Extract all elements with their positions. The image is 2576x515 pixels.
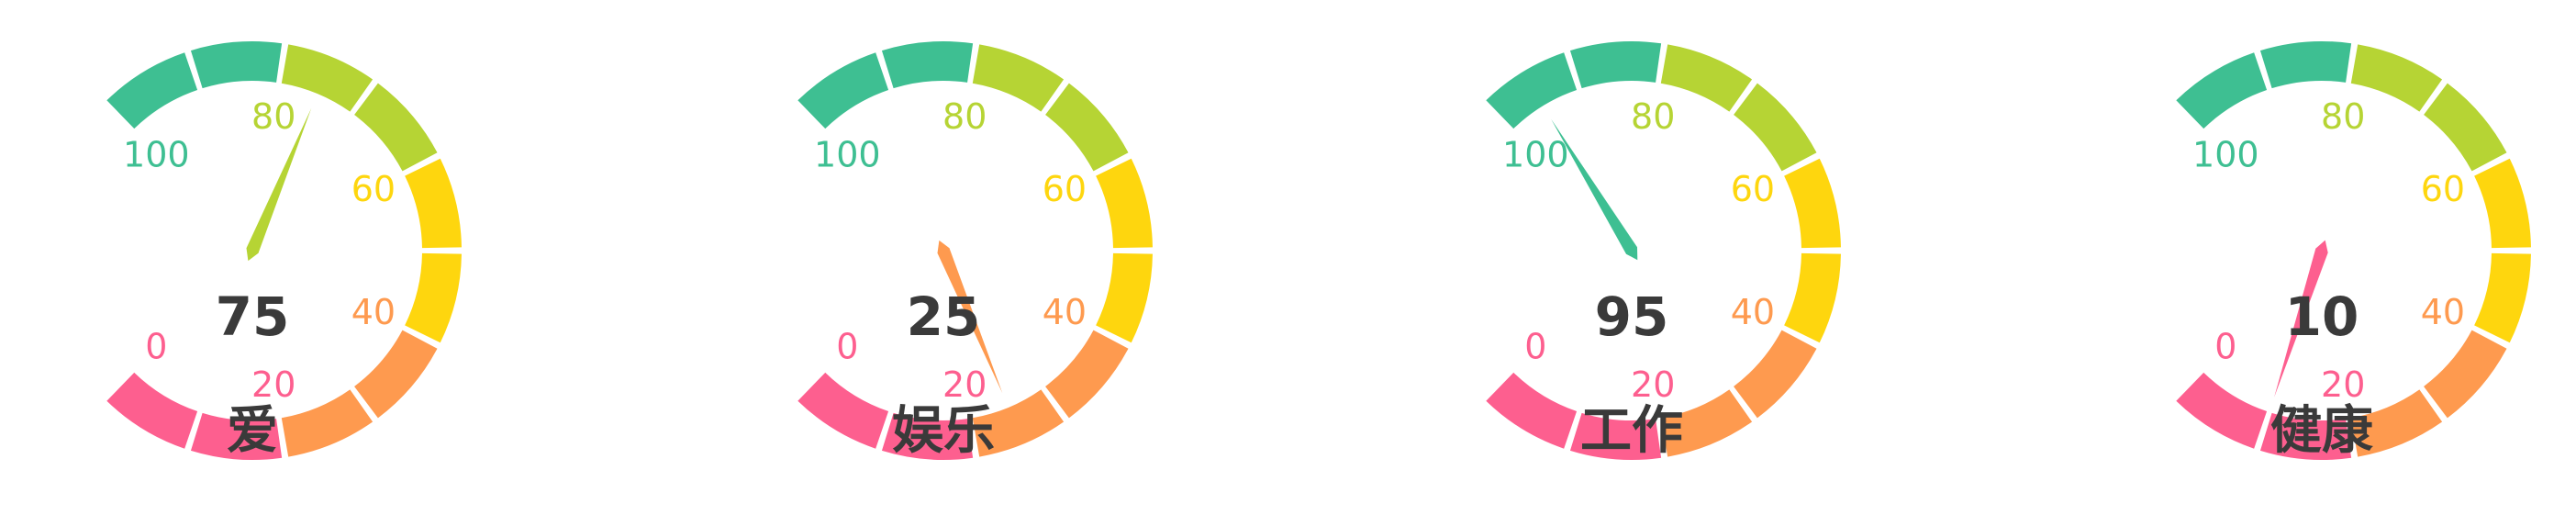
gauge-band-segment xyxy=(2474,158,2531,249)
gauge-band-segment xyxy=(106,372,198,449)
gauge-needle xyxy=(2274,240,2328,397)
gauge-band-segment xyxy=(797,52,889,129)
gauge-band-segment xyxy=(797,372,889,449)
gauge-tick-label: 20 xyxy=(942,364,987,405)
gauge-1: 0 20 40 60 80 100 75 爱 xyxy=(106,40,462,461)
gauge-tick-label: 20 xyxy=(251,364,296,405)
gauge-band-segment xyxy=(1045,330,1129,419)
gauge-band-segment xyxy=(2259,412,2352,461)
gauge-band-segment xyxy=(281,389,374,457)
gauge-band-segment xyxy=(1486,372,1578,449)
gauge-band-segment xyxy=(281,44,374,112)
gauge-band-segment xyxy=(1660,389,1753,457)
gauge-value-label: 25 xyxy=(907,285,981,348)
gauge-tick-label: 20 xyxy=(2321,364,2365,405)
gauge-tick-label: 20 xyxy=(1631,364,1675,405)
gauge-tick-label: 100 xyxy=(2192,134,2259,174)
gauge-band-segment xyxy=(1660,44,1753,112)
gauge-value-label: 95 xyxy=(1595,285,1669,348)
gauge-tick-label: 80 xyxy=(1631,96,1675,137)
gauge-2: 0 20 40 60 80 100 25 娱乐 xyxy=(797,40,1153,461)
gauge-band-segment xyxy=(1045,83,1129,172)
gauge-tick-label: 60 xyxy=(1731,169,1775,209)
gauge-tick-label: 0 xyxy=(1524,327,1546,367)
gauge-band-segment xyxy=(1784,252,1841,343)
gauge-band-segment xyxy=(1569,40,1662,89)
gauge-3: 0 20 40 60 80 100 95 工作 xyxy=(1486,40,1841,461)
gauge-band-segment xyxy=(1486,52,1578,129)
gauge-title-label: 工作 xyxy=(1580,401,1683,461)
gauge-tick-label: 60 xyxy=(351,169,396,209)
gauge-band-segment xyxy=(972,44,1065,112)
gauge-title-label: 爱 xyxy=(227,401,278,461)
gauge-tick-label: 60 xyxy=(2421,169,2465,209)
gauge-band-segment xyxy=(190,40,283,89)
gauge-needle xyxy=(1551,118,1638,261)
gauge-band-segment xyxy=(2176,372,2268,449)
gauge-band-segment xyxy=(106,52,198,129)
gauge-needle xyxy=(246,107,312,262)
gauge-tick-label: 40 xyxy=(1731,292,1775,332)
gauge-band-segment xyxy=(1734,83,1817,172)
gauge-tick-label: 80 xyxy=(251,96,296,137)
gauge-band-segment xyxy=(1784,158,1841,249)
gauge-tick-label: 100 xyxy=(1502,134,1569,174)
gauge-band-segment xyxy=(881,412,974,461)
gauge-band-segment xyxy=(972,389,1065,457)
gauge-band-segment xyxy=(2474,252,2531,343)
gauge-band-segment xyxy=(2259,40,2352,89)
gauge-title-label: 娱乐 xyxy=(892,401,995,461)
gauge-value-label: 75 xyxy=(216,285,290,348)
gauge-tick-label: 0 xyxy=(2214,327,2236,367)
gauge-value-label: 10 xyxy=(2285,285,2359,348)
gauge-band-segment xyxy=(2176,52,2268,129)
gauge-band-segment xyxy=(405,252,462,343)
gauge-band-segment xyxy=(2350,44,2443,112)
gauge-band-segment xyxy=(354,330,438,419)
gauge-tick-label: 0 xyxy=(836,327,858,367)
gauge-tick-label: 80 xyxy=(2321,96,2365,137)
gauge-4: 0 20 40 60 80 100 10 健康 xyxy=(2176,40,2531,461)
gauge-band-segment xyxy=(405,158,462,249)
gauge-band-segment xyxy=(2424,330,2507,419)
gauge-band-segment xyxy=(1734,330,1817,419)
gauge-tick-label: 80 xyxy=(942,96,987,137)
gauge-tick-label: 60 xyxy=(1043,169,1087,209)
gauge-tick-label: 40 xyxy=(1043,292,1087,332)
gauge-tick-label: 40 xyxy=(351,292,396,332)
gauge-tick-label: 40 xyxy=(2421,292,2465,332)
gauge-band-segment xyxy=(190,412,283,461)
gauge-band-segment xyxy=(1569,412,1662,461)
gauge-tick-label: 0 xyxy=(145,327,167,367)
gauge-title-label: 健康 xyxy=(2270,401,2373,461)
gauge-tick-label: 100 xyxy=(814,134,881,174)
gauge-band-segment xyxy=(354,83,438,172)
gauge-needle xyxy=(937,240,1003,394)
gauge-band-segment xyxy=(881,40,974,89)
gauge-band-segment xyxy=(1096,252,1153,343)
gauge-band-segment xyxy=(1096,158,1153,249)
gauge-tick-label: 100 xyxy=(123,134,190,174)
gauge-band-segment xyxy=(2350,389,2443,457)
gauge-band-segment xyxy=(2424,83,2507,172)
